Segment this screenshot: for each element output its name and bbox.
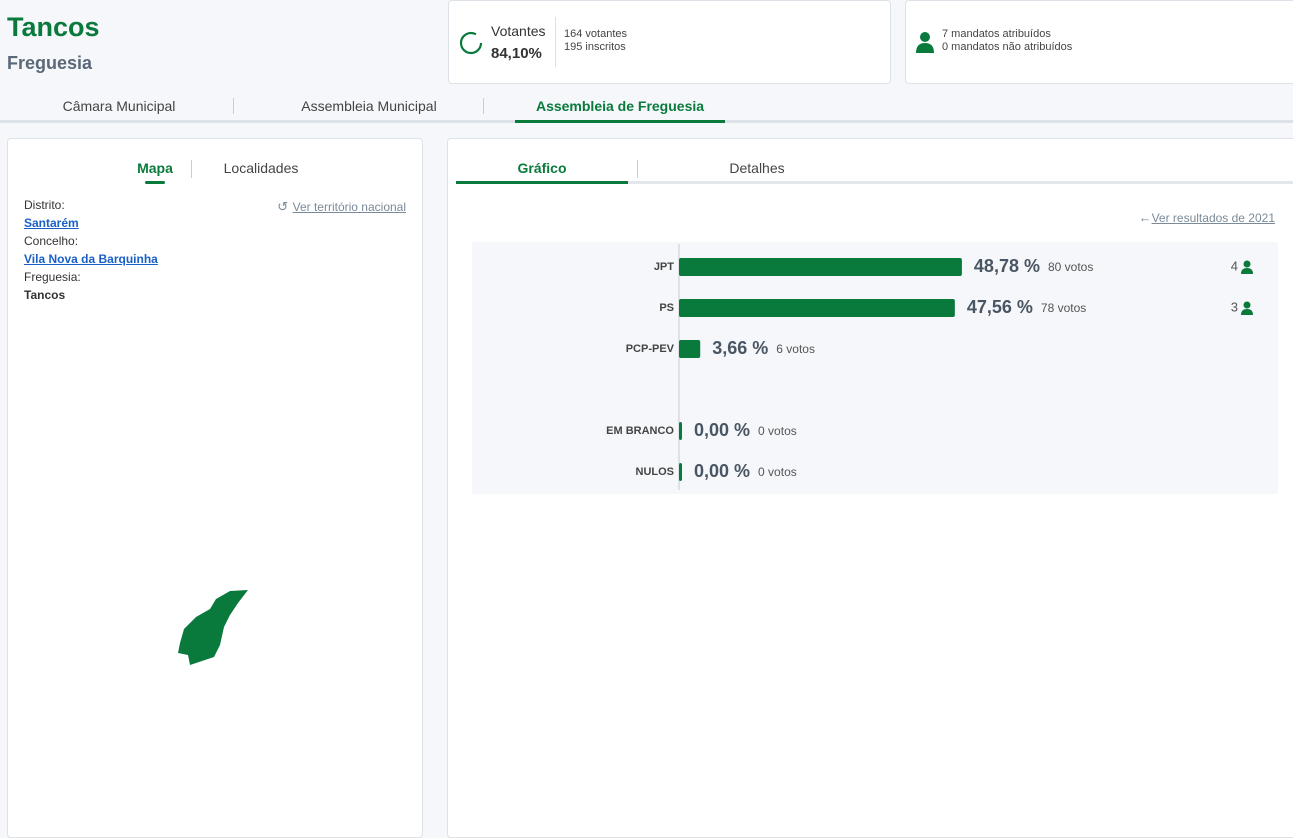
divider bbox=[555, 17, 556, 67]
tabs-rule bbox=[456, 181, 1293, 184]
election-tab[interactable]: Assembleia Municipal bbox=[301, 98, 437, 114]
divider bbox=[233, 98, 234, 114]
voters: 164 votantes bbox=[564, 28, 627, 40]
field-label: Distrito: bbox=[24, 198, 65, 212]
field-value: Tancos bbox=[24, 288, 66, 302]
active-tab-underline bbox=[456, 181, 628, 184]
divider bbox=[483, 98, 484, 114]
field-label: Freguesia: bbox=[24, 270, 81, 284]
turnout-rate: 84,10% bbox=[491, 45, 542, 62]
map[interactable] bbox=[168, 587, 258, 667]
page-subtitle: Freguesia bbox=[7, 53, 93, 73]
panel-tab[interactable]: Localidades bbox=[223, 160, 299, 176]
panel-tab[interactable]: Mapa bbox=[137, 160, 173, 176]
right-panel: Gráfico Detalhes ←Ver resultados de 2021 bbox=[447, 138, 1293, 838]
active-tab-underline bbox=[515, 120, 725, 123]
active-tab-underline bbox=[145, 181, 165, 184]
previous-link-text: Ver resultados de 2021 bbox=[1151, 211, 1275, 225]
previous-link[interactable]: ←Ver resultados de 2021 bbox=[1138, 210, 1275, 225]
panel-tab[interactable]: Detalhes bbox=[729, 160, 785, 176]
field-link[interactable]: Santarém bbox=[24, 216, 79, 230]
mandates-card: 7 mandatos atribuídos 0 mandatos não atr… bbox=[905, 0, 1293, 84]
panel-tab[interactable]: Gráfico bbox=[517, 160, 567, 176]
election-tab[interactable]: Assembleia de Freguesia bbox=[535, 98, 705, 114]
person-icon bbox=[916, 32, 934, 53]
turnout-card: Votantes 84,10% 164 votantes 195 inscrit… bbox=[448, 0, 891, 84]
field-link[interactable]: Vila Nova da Barquinha bbox=[24, 252, 158, 266]
turnout-icon bbox=[459, 31, 483, 55]
left-panel: Mapa Localidades ↺ Ver território nacion… bbox=[7, 138, 423, 838]
turnout-label: Votantes bbox=[491, 23, 546, 39]
divider bbox=[191, 160, 192, 178]
election-tab[interactable]: Câmara Municipal bbox=[62, 98, 176, 114]
field-label: Concelho: bbox=[24, 234, 79, 248]
mandates-assigned: 7 mandatos atribuídos bbox=[942, 28, 1051, 40]
page-title: Tancos bbox=[7, 12, 100, 42]
reset-link-text: Ver território nacional bbox=[292, 200, 406, 214]
reset-link[interactable]: ↺ Ver território nacional bbox=[277, 199, 406, 214]
mandates-unassigned: 0 mandatos não atribuídos bbox=[942, 41, 1073, 53]
registered: 195 inscritos bbox=[564, 41, 626, 53]
divider bbox=[637, 160, 638, 178]
